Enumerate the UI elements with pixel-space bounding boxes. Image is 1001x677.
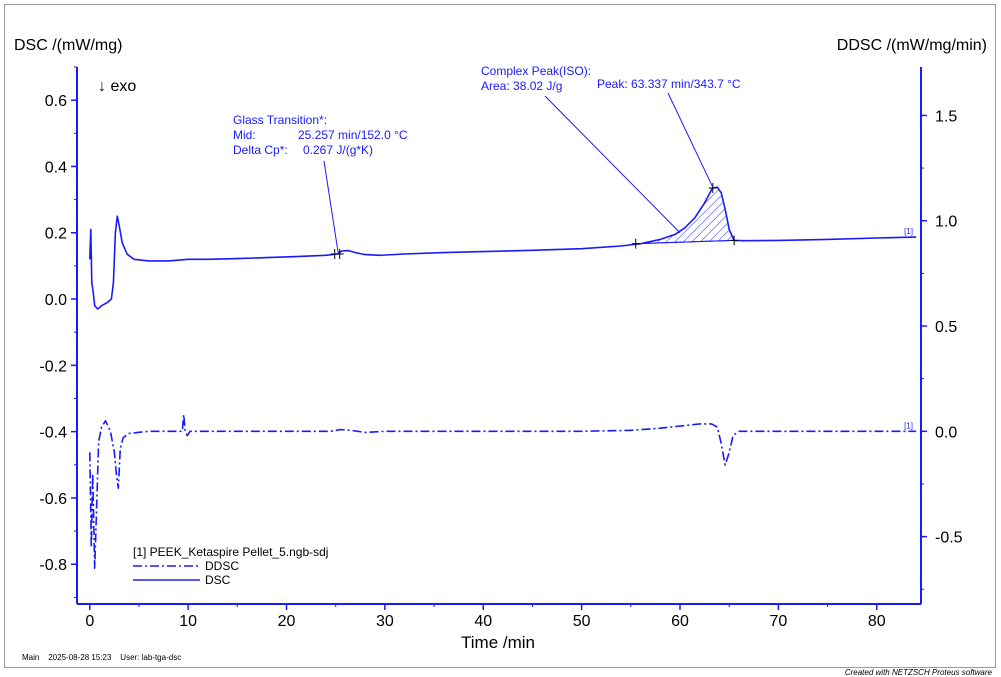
- exo-label: ↓ exo: [98, 78, 136, 95]
- y-left-tick-label: 0.2: [45, 226, 67, 243]
- gt-mid-label: Mid:: [233, 128, 256, 142]
- legend-ddsc-label: DDSC: [205, 559, 239, 573]
- y-left-tick-label: -0.4: [39, 425, 67, 442]
- x-tick-label: 0: [85, 613, 94, 630]
- gt-mid-value: 25.257 min/152.0 °C: [298, 128, 408, 142]
- peak-title: Complex Peak(ISO):: [481, 64, 591, 78]
- legend-title: [1] PEEK_Ketaspire Pellet_5.ngb-sdj: [133, 545, 328, 559]
- gt-cp-value: 0.267 J/(g*K): [303, 143, 373, 157]
- x-tick-label: 60: [671, 613, 689, 630]
- y-left-tick-label: 0.6: [45, 93, 67, 110]
- x-tick-label: 30: [376, 613, 394, 630]
- y-right-tick-label: 0.0: [935, 424, 957, 441]
- series-dsc-line: [89, 186, 917, 310]
- x-tick-label: 70: [769, 613, 787, 630]
- peak-area-text: Area: 38.02 J/g: [481, 79, 562, 93]
- y-axis-right-title: DDSC /(mW/mg/min): [837, 37, 987, 54]
- plot-area: 0 10 20 30 40 50 60 70 80 0.6 0.4 0.2 0.0 -0.2 -0.4 -0.…: [39, 64, 962, 630]
- x-tick-label: 80: [868, 613, 886, 630]
- y-right-tick-label: 0.5: [935, 319, 957, 336]
- x-tick-label: 20: [278, 613, 296, 630]
- y-left-tick-label: -0.8: [39, 557, 67, 574]
- legend-dsc-label: DSC: [205, 573, 231, 587]
- x-axis-title: Time /min: [461, 633, 535, 652]
- chart-frame: [4, 4, 996, 668]
- y-left-tick-label: 0.0: [45, 292, 67, 309]
- x-tick-label: 10: [179, 613, 197, 630]
- footer-right: Created with NETZSCH Proteus software: [845, 668, 993, 677]
- peak-area-leader: [544, 95, 681, 234]
- footer-left: Main 2025-08-28 15:23 User: lab-tga-dsc: [22, 653, 181, 662]
- series-tag: [1]: [904, 227, 913, 236]
- y-axis-left-title: DSC /(mW/mg): [14, 37, 122, 54]
- peak-value-leader: [667, 92, 714, 188]
- y-left-tick-label: 0.4: [45, 159, 67, 176]
- peak-value-text: Peak: 63.337 min/343.7 °C: [597, 77, 741, 91]
- x-tick-label: 40: [474, 613, 492, 630]
- x-tick-label: 50: [573, 613, 591, 630]
- y-left-tick-label: -0.6: [39, 491, 67, 508]
- series-tag: [1]: [904, 421, 913, 430]
- y-right-tick-label: 1.0: [935, 214, 957, 231]
- gt-leader-line: [323, 160, 339, 254]
- y-right-tick-label: 1.5: [935, 108, 957, 125]
- gt-cp-label: Delta Cp*:: [233, 143, 288, 157]
- y-left-tick-label: -0.2: [39, 358, 67, 375]
- y-right-tick-label: -0.5: [935, 530, 963, 547]
- gt-title: Glass Transition*:: [233, 113, 327, 127]
- series-ddsc-line: [89, 413, 917, 569]
- peak-area-hatch: [635, 186, 735, 245]
- peak-baseline: [635, 239, 735, 245]
